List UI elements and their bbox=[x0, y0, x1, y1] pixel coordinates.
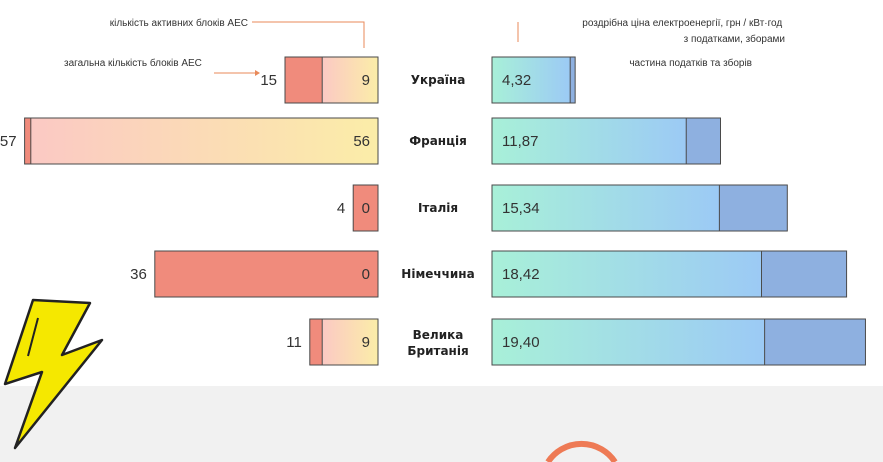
price-bar-outline bbox=[491, 250, 848, 298]
price-label: 11,87 bbox=[502, 133, 538, 150]
price-label: 15,34 bbox=[502, 200, 540, 217]
price-label: 18,42 bbox=[502, 266, 540, 283]
country-label: Франція bbox=[409, 134, 467, 148]
price-label: 19,40 bbox=[502, 334, 540, 351]
decorative-circle bbox=[545, 440, 618, 462]
units-active-label: 9 bbox=[362, 72, 370, 89]
price-label: 4,32 bbox=[502, 72, 531, 89]
units-total-label: 11 bbox=[286, 334, 302, 351]
price-annotation: роздрібна ціна електроенергії, грн / кВт… bbox=[582, 17, 785, 45]
lightning-icon bbox=[3, 298, 104, 450]
price-bar bbox=[492, 118, 687, 164]
tax-bar bbox=[764, 319, 866, 365]
units-total-label: 57 bbox=[0, 133, 17, 150]
units-total-bar bbox=[352, 184, 379, 232]
lightning-highlight bbox=[27, 317, 39, 357]
units-active-bar bbox=[30, 117, 379, 165]
tax-bar bbox=[761, 251, 847, 297]
tax-bar bbox=[719, 185, 788, 231]
country-label-line2: Британія bbox=[407, 344, 468, 358]
units-active-annotation: кількість активних блоків АЕС bbox=[110, 17, 248, 29]
units-active-label: 9 bbox=[362, 334, 370, 351]
price-annotation-line2: з податками, зборами bbox=[684, 33, 785, 45]
units-total-arrow bbox=[255, 70, 260, 76]
units-active-label: 56 bbox=[353, 133, 370, 150]
tax-annotation: частина податків та зборів bbox=[629, 57, 752, 69]
tax-bar bbox=[570, 57, 576, 103]
tax-bar bbox=[686, 118, 721, 164]
units-active-bar bbox=[321, 318, 379, 366]
country-label: Німеччина bbox=[401, 267, 474, 281]
country-label: Італія bbox=[418, 201, 458, 215]
units-active-label: 0 bbox=[362, 200, 370, 217]
country-label-line1: Велика bbox=[413, 328, 464, 342]
country-label: Україна bbox=[411, 73, 466, 87]
units-active-bar bbox=[321, 56, 379, 104]
units-active-leader bbox=[252, 21, 365, 48]
units-total-annotation: загальна кількість блоків АЕС bbox=[64, 57, 202, 69]
price-bar bbox=[492, 57, 571, 103]
price-bar bbox=[492, 251, 762, 297]
units-total-label: 4 bbox=[337, 200, 345, 217]
price-bar-outline bbox=[491, 184, 788, 232]
price-bar bbox=[492, 319, 765, 365]
units-total-label: 15 bbox=[260, 72, 277, 89]
price-bar-outline bbox=[491, 117, 721, 165]
price-annotation-line1: роздрібна ціна електроенергії, грн / кВт… bbox=[582, 17, 782, 29]
price-bar bbox=[492, 185, 720, 231]
units-active-label: 0 bbox=[362, 266, 370, 283]
price-bar-outline bbox=[491, 318, 866, 366]
units-total-label: 36 bbox=[130, 266, 147, 283]
units-total-bar bbox=[154, 250, 379, 298]
price-bar-outline bbox=[491, 56, 576, 104]
